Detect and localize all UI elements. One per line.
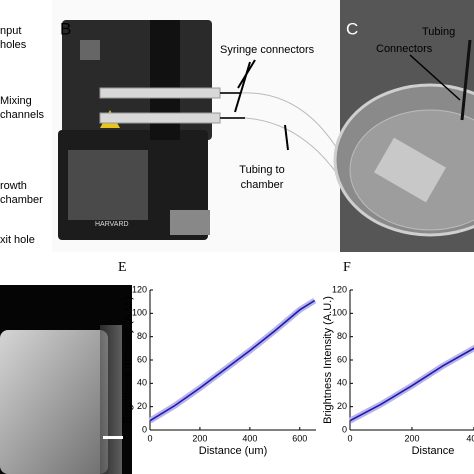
y-tick-label: 80 xyxy=(337,331,347,341)
x-tick-label: 600 xyxy=(292,433,307,443)
y-tick-label: 100 xyxy=(132,308,147,318)
y-tick-label: 40 xyxy=(137,378,147,388)
y-tick-label: 60 xyxy=(137,354,147,364)
schematic-label: xit hole xyxy=(0,234,35,246)
schematic-label: holes xyxy=(0,39,27,51)
pump-brand: HARVARD xyxy=(95,221,129,228)
schematic-label: Mixing xyxy=(0,95,32,107)
x-axis-label: Distance xyxy=(412,445,455,457)
y-tick-label: 120 xyxy=(332,284,347,294)
y-tick-label: 120 xyxy=(132,284,147,294)
y-tick-label: 0 xyxy=(342,424,347,434)
x-tick-label: 0 xyxy=(147,433,152,443)
line xyxy=(149,299,316,422)
x-tick-label: 200 xyxy=(404,433,419,443)
schematic-label: chamber xyxy=(0,194,43,206)
x-tick-label: 400 xyxy=(466,433,474,443)
annotation: chamber xyxy=(241,179,284,191)
x-tick-label: 200 xyxy=(192,433,207,443)
panel-label: C xyxy=(346,19,358,38)
y-tick-label: 60 xyxy=(337,354,347,364)
y-axis-label: Brightness Intensity (A.U.) xyxy=(322,296,334,424)
x-tick-label: 0 xyxy=(347,433,352,443)
line-band xyxy=(348,344,474,424)
y-axis-label: Brightness Intensity (A.U.) xyxy=(122,296,134,424)
y-tick-label: 20 xyxy=(337,401,347,411)
y-tick-label: 20 xyxy=(137,401,147,411)
annotation: Tubing xyxy=(422,26,455,38)
panel-label: F xyxy=(343,260,351,275)
annotation: Syringe connectors xyxy=(220,44,315,56)
schematic-label: nput xyxy=(0,25,21,37)
annotation: Tubing to xyxy=(239,164,284,176)
panel-label: B xyxy=(60,19,71,38)
y-tick-label: 80 xyxy=(137,331,147,341)
y-tick-label: 40 xyxy=(337,378,347,388)
y-tick-label: 100 xyxy=(332,308,347,318)
micrograph xyxy=(0,285,132,474)
annotation: Connectors xyxy=(376,43,433,55)
x-tick-label: 400 xyxy=(242,433,257,443)
photo-b xyxy=(52,0,340,252)
photo-c xyxy=(333,0,474,252)
panel-label: E xyxy=(118,260,127,275)
schematic-label: rowth xyxy=(0,180,27,192)
schematic-label: channels xyxy=(0,109,45,121)
x-axis-label: Distance (um) xyxy=(199,445,267,457)
y-tick-label: 0 xyxy=(142,424,147,434)
line xyxy=(349,347,474,422)
